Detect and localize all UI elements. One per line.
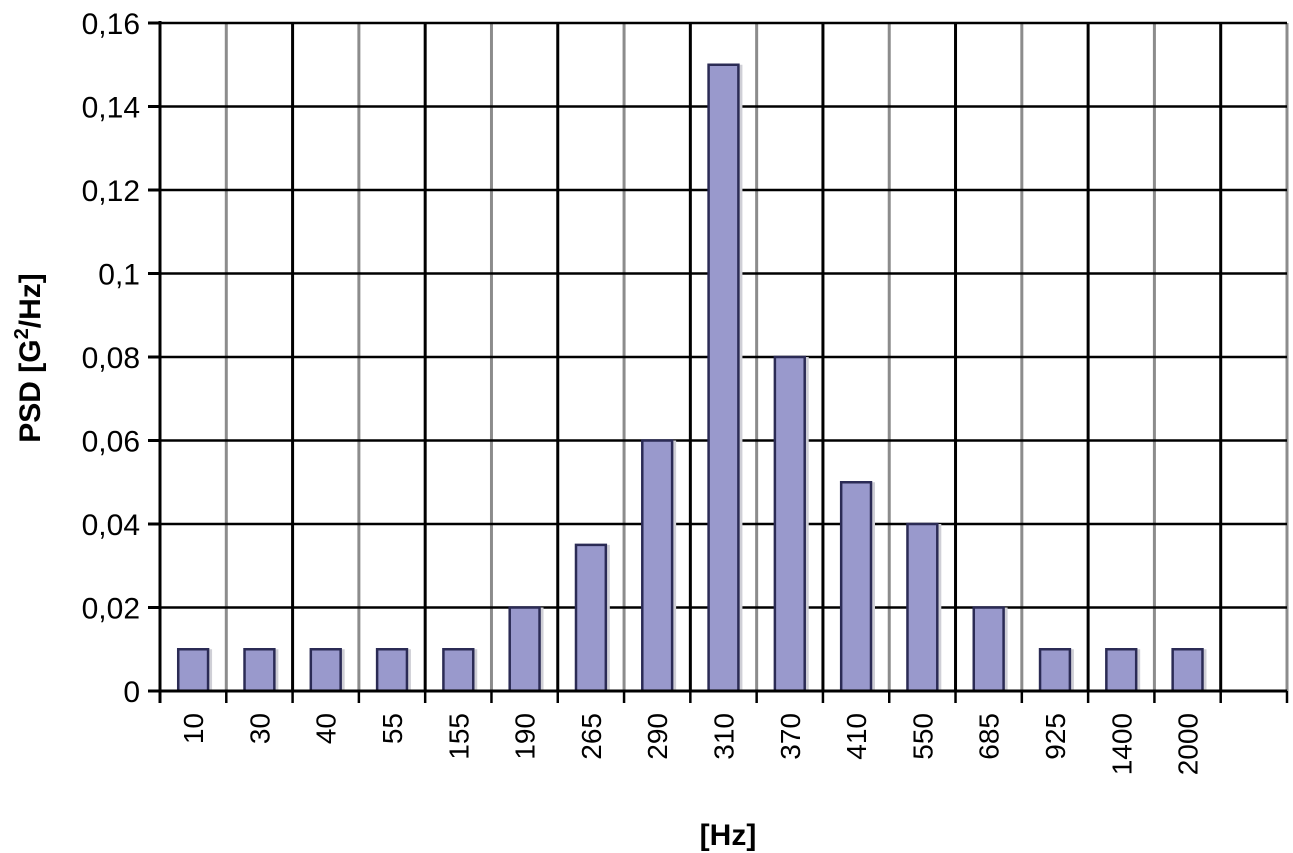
y-axis-label-unit: /Hz] — [14, 273, 47, 328]
x-tick-label: 550 — [907, 713, 938, 760]
y-tick-label: 0,16 — [82, 8, 140, 41]
x-axis-label: [Hz] — [700, 819, 757, 852]
bar-190 — [508, 606, 541, 693]
bar-265 — [574, 543, 608, 693]
x-tick-label: 290 — [642, 713, 673, 760]
x-tick-label: 370 — [775, 713, 806, 760]
x-tick-label: 55 — [377, 713, 408, 744]
y-tick-label: 0,02 — [82, 593, 140, 626]
x-tick-label: 265 — [576, 713, 607, 760]
y-tick-label: 0,04 — [82, 509, 140, 542]
bar-685 — [972, 606, 1005, 693]
x-tick-label: 310 — [709, 713, 740, 760]
y-axis-label-main: PSD [G — [14, 339, 47, 442]
axes — [148, 21, 1289, 703]
x-tick-label: 40 — [311, 713, 342, 744]
bar-55 — [375, 648, 409, 693]
x-tick-label: 925 — [1040, 713, 1071, 760]
bar-2000 — [1171, 648, 1204, 693]
x-tick-label: 190 — [510, 713, 541, 760]
bar-310 — [707, 63, 740, 693]
x-tick-label: 155 — [443, 713, 474, 760]
x-tick-label: 30 — [244, 713, 275, 744]
y-tick-label: 0,1 — [98, 259, 140, 292]
x-tick-label: 1400 — [1106, 713, 1137, 775]
x-tick-label: 685 — [974, 713, 1005, 760]
bar-925 — [1038, 648, 1072, 693]
y-tick-label: 0,12 — [82, 175, 140, 208]
bar-550 — [906, 522, 939, 693]
y-tick-label: 0 — [123, 676, 140, 709]
bar-290 — [641, 439, 674, 693]
y-tick-label: 0,06 — [82, 426, 140, 459]
x-tick-label: 2000 — [1173, 713, 1204, 775]
y-axis-label-exponent: 2 — [11, 328, 33, 339]
x-tick-label: 410 — [841, 713, 872, 760]
x-tick-label: 10 — [178, 713, 209, 744]
bar-10 — [176, 648, 210, 693]
bars — [176, 63, 1207, 693]
bar-370 — [773, 355, 806, 693]
bar-40 — [309, 648, 342, 693]
y-tick-label: 0,14 — [82, 92, 140, 125]
bar-155 — [442, 648, 475, 693]
bar-30 — [243, 648, 276, 693]
x-tick-labels: 10 30 40 55 155 190 265 290 310 370 410 550 685 925 14… — [178, 713, 1203, 775]
y-axis-label: PSD [G2/Hz] — [11, 273, 47, 442]
y-tick-labels: 0 0,02 0,04 0,06 0,08 0,1 0,12 0,14 0,16 — [82, 8, 140, 709]
bar-1400 — [1105, 648, 1138, 693]
bar-410 — [839, 481, 873, 693]
y-tick-label: 0,08 — [82, 342, 140, 375]
